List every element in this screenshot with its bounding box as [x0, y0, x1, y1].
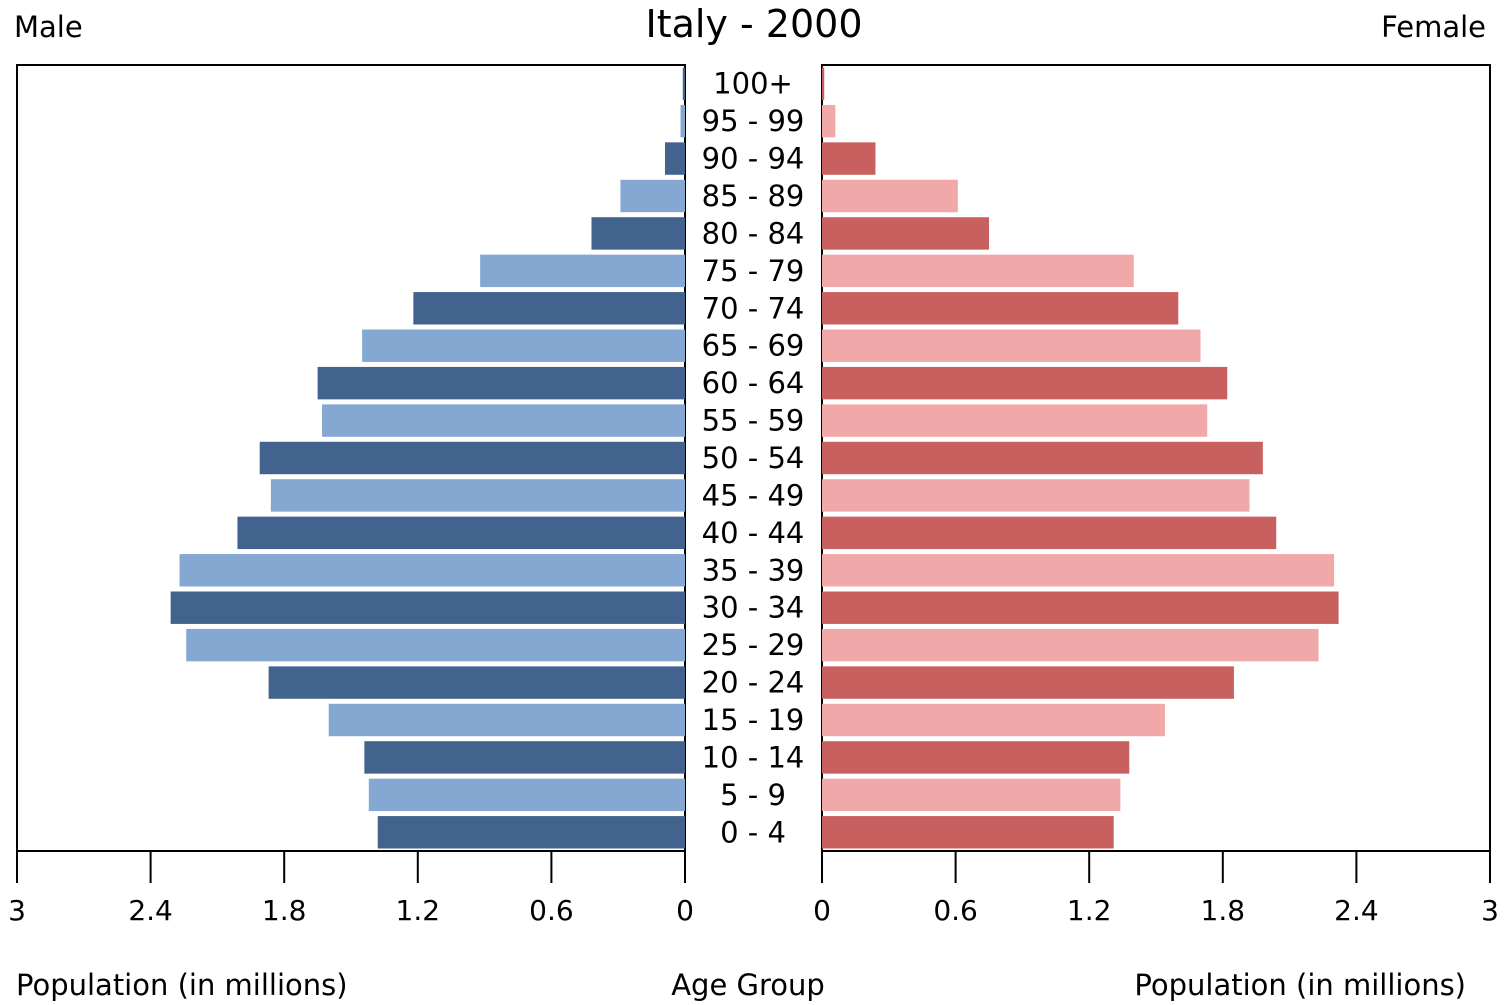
female-bar-20-24: [822, 666, 1234, 699]
age-group-label: 50 - 54: [702, 441, 805, 475]
age-group-label: 30 - 34: [702, 591, 805, 625]
x-tick-label-male: 2.4: [128, 894, 173, 927]
female-bar-55-59: [822, 404, 1208, 437]
age-group-label: 55 - 59: [702, 404, 805, 438]
male-panel-label: Male: [14, 10, 83, 44]
x-tick-label-female: 2.4: [1334, 894, 1379, 927]
female-bar-15-19: [822, 703, 1165, 737]
age-group-label: 100+: [713, 67, 793, 101]
male-bar-80-84: [591, 217, 685, 250]
female-bar-85-89: [822, 179, 958, 213]
female-bar-70-74: [822, 292, 1179, 325]
age-group-label: 75 - 79: [702, 254, 805, 288]
age-group-label: 95 - 99: [702, 104, 805, 138]
male-bar-60-64: [317, 366, 685, 400]
x-tick-label-male: 0: [676, 894, 694, 927]
age-group-label: 90 - 94: [702, 142, 805, 176]
male-bar-100plus: [682, 67, 685, 100]
male-bar-30-34: [170, 591, 685, 624]
male-bar-5-9: [368, 778, 685, 812]
male-bar-90-94: [664, 142, 685, 175]
x-tick-label-female: 0.6: [933, 894, 978, 927]
x-tick-label-male: 3: [8, 894, 26, 927]
female-bar-5-9: [822, 778, 1121, 812]
female-bar-75-79: [822, 254, 1134, 288]
male-bar-25-29: [186, 628, 685, 662]
age-group-label: 20 - 24: [702, 666, 805, 700]
age-group-label: 85 - 89: [702, 179, 805, 213]
female-bar-25-29: [822, 628, 1319, 662]
x-tick-label-female: 3: [1481, 894, 1499, 927]
male-bar-0-4: [377, 816, 685, 849]
female-bar-35-39: [822, 554, 1335, 587]
female-bar-10-14: [822, 741, 1130, 774]
female-bar-95-99: [822, 104, 836, 138]
male-bar-65-69: [362, 329, 685, 362]
male-bar-15-19: [328, 703, 685, 737]
x-tick-label-male: 1.2: [396, 894, 441, 927]
x-tick-label-female: 1.2: [1067, 894, 1112, 927]
female-bar-60-64: [822, 366, 1228, 400]
x-tick-label-male: 1.8: [262, 894, 307, 927]
x-tick-label-male: 0.6: [529, 894, 574, 927]
male-bar-20-24: [268, 666, 685, 699]
male-bar-95-99: [680, 104, 685, 138]
female-bar-100plus: [822, 67, 825, 100]
age-group-label: 35 - 39: [702, 553, 805, 587]
x-tick-label-female: 0: [813, 894, 831, 927]
age-group-label: 25 - 29: [702, 628, 805, 662]
x-axis-label-female: Population (in millions): [1134, 968, 1466, 1002]
female-bar-30-34: [822, 591, 1339, 624]
female-bar-80-84: [822, 217, 989, 250]
female-bar-45-49: [822, 479, 1250, 512]
age-group-label: 40 - 44: [702, 516, 805, 550]
x-tick-label-female: 1.8: [1201, 894, 1246, 927]
female-bar-90-94: [822, 142, 876, 175]
male-bar-35-39: [179, 554, 685, 587]
age-group-label: 10 - 14: [702, 740, 805, 774]
age-group-label: 5 - 9: [720, 778, 786, 812]
male-bar-40-44: [237, 516, 685, 550]
male-bar-10-14: [364, 741, 685, 774]
male-bar-70-74: [413, 292, 685, 325]
male-bar-45-49: [270, 479, 685, 512]
age-group-label: 0 - 4: [720, 815, 786, 849]
male-bar-75-79: [480, 254, 685, 288]
female-bar-0-4: [822, 816, 1114, 849]
female-bar-40-44: [822, 516, 1277, 550]
age-group-label: 65 - 69: [702, 329, 805, 363]
chart-title: Italy - 2000: [645, 2, 863, 46]
female-bar-50-54: [822, 441, 1263, 475]
age-group-label: 45 - 49: [702, 478, 805, 512]
male-bar-50-54: [259, 441, 685, 475]
age-group-label: 60 - 64: [702, 366, 805, 400]
x-axis-label-male: Population (in millions): [16, 968, 348, 1002]
age-group-label: 80 - 84: [702, 216, 805, 250]
male-bar-85-89: [620, 179, 685, 213]
age-group-label: 70 - 74: [702, 291, 805, 325]
y-axis-label-age-group: Age Group: [671, 968, 825, 1002]
male-bar-55-59: [322, 404, 685, 437]
female-panel-label: Female: [1381, 10, 1486, 44]
female-bar-65-69: [822, 329, 1201, 362]
age-group-label: 15 - 19: [702, 703, 805, 737]
